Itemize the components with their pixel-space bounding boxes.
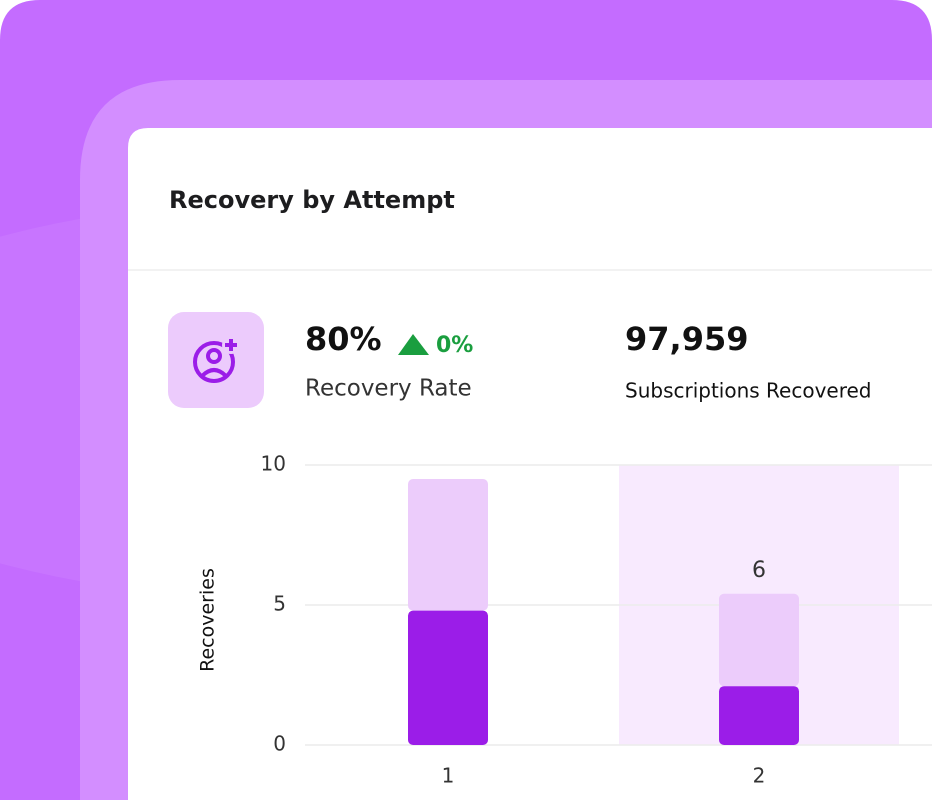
stat-value: 97,959 [625, 320, 748, 358]
y-tick-label: 10 [261, 452, 286, 476]
y-tick-label: 5 [273, 592, 286, 616]
bar-segment [408, 610, 488, 745]
icon-plus [225, 339, 237, 351]
y-axis-label: Recoveries [197, 568, 219, 672]
stat-label: Subscriptions Recovered [625, 379, 872, 403]
up-arrow [398, 334, 429, 355]
bar-segment [719, 686, 799, 745]
stat-value: 80% [305, 320, 382, 358]
y-tick-label: 0 [273, 732, 286, 756]
chart: 1 6 2 [305, 464, 932, 788]
user-add-icon [193, 341, 235, 383]
bar-segment [719, 593, 799, 687]
stat-label: Recovery Rate [305, 376, 472, 402]
card-title: Recovery by Attempt [169, 186, 455, 214]
annotation: 6 [752, 558, 766, 583]
bar-segment [408, 479, 488, 611]
x-tick-label: 1 [442, 764, 455, 788]
stat-change: 0% [436, 333, 473, 358]
x-tick-label: 2 [753, 764, 766, 788]
